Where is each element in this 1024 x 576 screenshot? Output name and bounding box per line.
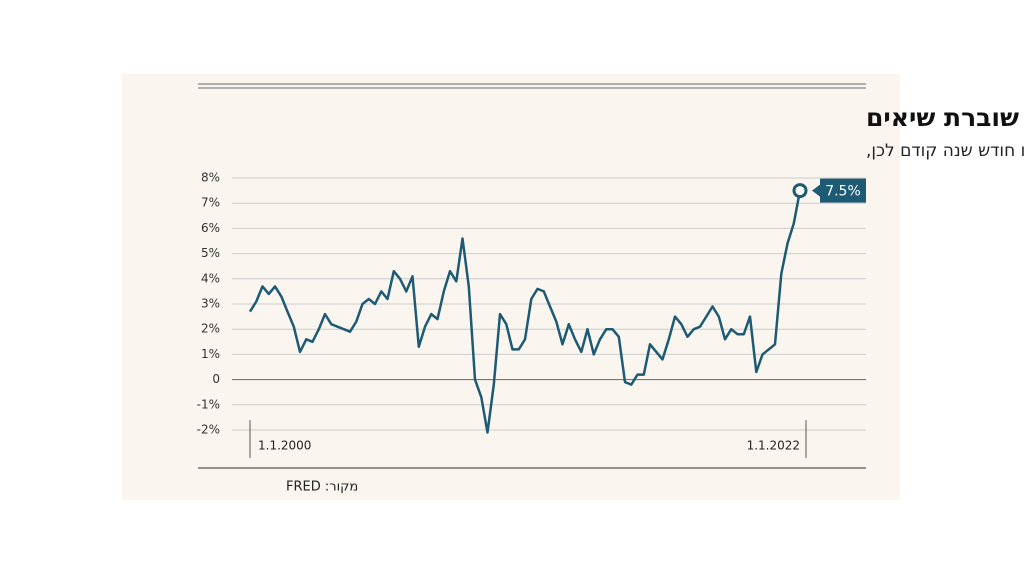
y-tick-label: 0 [212,372,220,386]
panel [122,74,900,500]
y-tick-label: 6% [201,221,220,235]
line [248,190,802,434]
value-label: 7.5% [825,184,861,200]
y-tick-label: 2% [201,322,220,336]
x-tick-label: 1.1.2022 [747,439,800,453]
y-tick-label: 5% [201,246,220,260]
chart-title: האינפלציה בארה"ב שוברת שיאים [866,103,1024,132]
value-label-pointer [812,184,820,197]
end-marker [792,183,808,199]
y-tick-label: 1% [201,347,220,361]
source: מקור: FRED [286,480,358,495]
y-tick-label: 7% [201,196,220,210]
y-tick-label: 3% [201,297,220,311]
y-tick-label: -1% [197,397,220,411]
y-tick-label: 4% [201,271,220,285]
y-tick-label: -2% [197,423,220,437]
x-tick-label: 1.1.2000 [258,439,311,453]
y-tick-label: 8% [201,171,220,185]
value-label-box [820,178,866,203]
chart-subtitle: מדד המחירים לצרכן, שינוי בהשוואה לאותו ח… [866,141,1024,161]
